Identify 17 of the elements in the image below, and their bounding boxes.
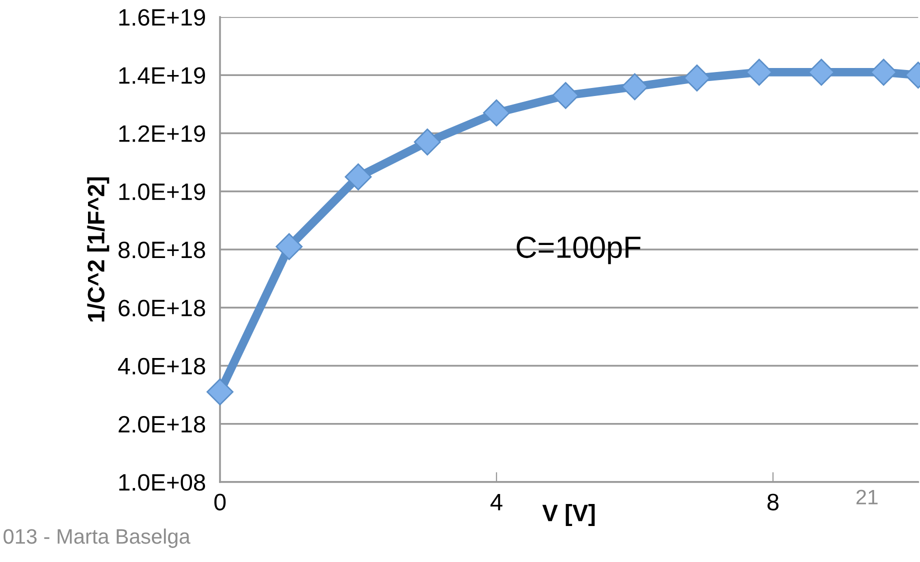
x-axis-title: V [V] — [542, 504, 595, 526]
x-tick-label: 4 — [490, 494, 502, 510]
y-tick-label: 1.0E+19 — [119, 183, 205, 200]
y-tick-label: 1.0E+08 — [119, 474, 206, 491]
y-tick-label: 6.0E+18 — [118, 300, 206, 316]
y-tick-label: 4.0E+18 — [118, 358, 206, 375]
y-tick-label: 2.0E+18 — [118, 416, 206, 433]
text: 013 - Marta Baselga — [4, 528, 190, 548]
annotation: C=100pF — [516, 236, 641, 264]
x-tick-label: 8 — [767, 494, 779, 510]
y-tick-label: 1.2E+19 — [119, 125, 205, 142]
y-axis-title: 1/C^2 [1/F^2] — [87, 177, 110, 322]
y-tick-label: 1.4E+19 — [119, 67, 205, 84]
y-tick-label: 8.0E+18 — [118, 242, 206, 258]
x-tick-label: 0 — [214, 494, 226, 510]
text: 21 — [856, 490, 878, 504]
y-tick-label: 1.6E+19 — [119, 9, 205, 26]
